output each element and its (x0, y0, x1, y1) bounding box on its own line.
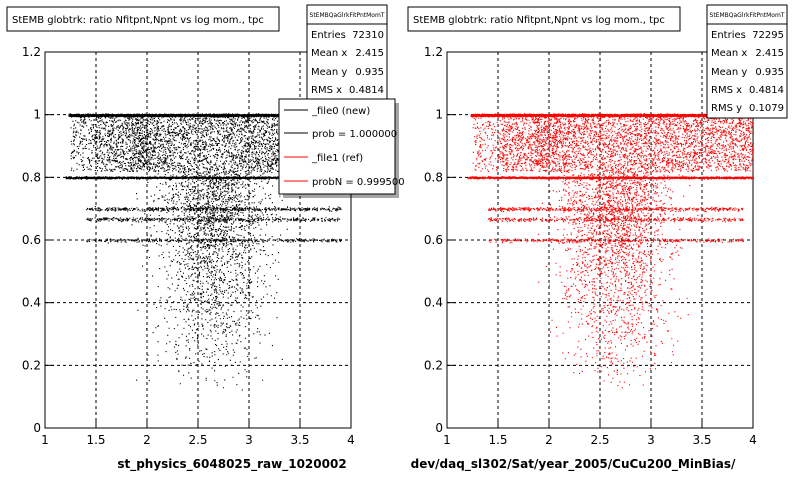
stats-label: Mean x (311, 48, 347, 59)
y-tick-label: 1.2 (424, 45, 443, 59)
legend: _file0 (new) prob = 1.000000 _file1 (ref… (278, 98, 405, 198)
legend-label: prob = 1.000000 (312, 129, 397, 140)
y-tick-label: 1.2 (22, 45, 41, 59)
x-tick-label: 3 (647, 433, 655, 447)
x-tick-label: 1 (443, 433, 451, 447)
stats-value: 0.4814 (349, 85, 384, 96)
stats-label: Mean x (711, 48, 747, 59)
y-tick-label: 0.4 (424, 296, 443, 310)
x-tick-label: 4 (347, 433, 355, 447)
panel-1: StEMB globtrk: ratio Nfitpnt,Npnt vs log… (6, 4, 405, 472)
panel-1-title: StEMB globtrk: ratio Nfitpnt,Npnt vs log… (12, 15, 264, 26)
stats-label: RMS x (311, 85, 342, 96)
stats-value: 72295 (752, 30, 784, 41)
y-tick-label: 0.8 (22, 170, 41, 184)
stats-label: RMS x (711, 85, 742, 96)
stats-label: Mean y (711, 67, 747, 78)
y-tick-label: 0 (435, 421, 443, 435)
y-tick-label: 0.6 (424, 233, 443, 247)
stats-value: 0.935 (755, 67, 784, 78)
x-tick-label: 4 (749, 433, 757, 447)
panel-2-points (467, 113, 755, 389)
panel-1-y-tick-labels: 0 0.2 0.4 0.6 0.8 1 1.2 (22, 45, 41, 435)
panel-1-ticks (44, 51, 352, 429)
x-tick-label: 2.5 (188, 433, 207, 447)
stats-value: 2.415 (355, 48, 384, 59)
x-tick-label: 3.5 (692, 433, 711, 447)
x-tick-label: 2 (143, 433, 151, 447)
stats-value: 0.4814 (749, 85, 784, 96)
stats-name: StEMBQaGlrkFitPntMomT (310, 12, 385, 19)
x-tick-label: 1.5 (86, 433, 105, 447)
x-tick-label: 1.5 (488, 433, 507, 447)
legend-entry: probN = 0.999500 (284, 177, 405, 188)
legend-label: _file1 (ref) (311, 153, 363, 164)
x-tick-label: 2.5 (590, 433, 609, 447)
panel-2-title: StEMB globtrk: ratio Nfitpnt,Npnt vs log… (413, 15, 665, 26)
panel-2-ticks (446, 51, 754, 429)
legend-label: _file0 (new) (311, 106, 370, 117)
stats-label: Mean y (311, 67, 347, 78)
y-tick-label: 0 (33, 421, 41, 435)
y-tick-label: 0.2 (424, 358, 443, 372)
panel-2-title-box: StEMB globtrk: ratio Nfitpnt,Npnt vs log… (407, 6, 681, 32)
y-tick-label: 0.4 (22, 296, 41, 310)
stats-value: 2.415 (755, 48, 784, 59)
legend-entry: _file0 (new) (284, 106, 370, 117)
panel-1-x-tick-labels: 1 1.5 2 2.5 3 3.5 4 (41, 433, 355, 447)
y-tick-label: 1 (33, 108, 41, 122)
stats-label: Entries (311, 30, 346, 41)
x-tick-label: 3 (245, 433, 253, 447)
stats-name: StEMBQaGlrkFitPntMomT (710, 12, 785, 19)
legend-label: probN = 0.999500 (312, 177, 405, 188)
stats-value: 72310 (352, 30, 384, 41)
stats-label: Entries (711, 30, 746, 41)
y-tick-label: 0.2 (22, 358, 41, 372)
panel-2-x-tick-labels: 1 1.5 2 2.5 3 3.5 4 (443, 433, 757, 447)
x-tick-label: 3.5 (290, 433, 309, 447)
stats-value: 0.935 (355, 67, 384, 78)
y-tick-label: 1 (435, 108, 443, 122)
stats-value: 0.1079 (749, 103, 784, 114)
x-tick-label: 2 (545, 433, 553, 447)
panel-1-x-axis-label: st_physics_6048025_raw_1020002 (117, 457, 346, 472)
legend-entry: prob = 1.000000 (284, 129, 397, 140)
panel-2: StEMB globtrk: ratio Nfitpnt,Npnt vs log… (407, 4, 788, 472)
legend-entry: _file1 (ref) (284, 153, 363, 164)
y-tick-label: 0.8 (424, 170, 443, 184)
scatter-points (467, 113, 755, 389)
panel-1-stats-box: StEMBQaGlrkFitPntMomT Entries 72310 Mean… (306, 4, 388, 104)
stats-label: RMS y (711, 103, 742, 114)
panel-1-title-box: StEMB globtrk: ratio Nfitpnt,Npnt vs log… (6, 6, 280, 32)
panel-2-y-tick-labels: 0 0.2 0.4 0.6 0.8 1 1.2 (424, 45, 443, 435)
y-tick-label: 0.6 (22, 233, 41, 247)
panel-2-x-axis-label: dev/daq_sl302/Sat/year_2005/CuCu200_MinB… (411, 457, 736, 472)
panel-2-stats-box: StEMBQaGlrkFitPntMomT Entries 72295 Mean… (706, 4, 788, 119)
x-tick-label: 1 (41, 433, 49, 447)
